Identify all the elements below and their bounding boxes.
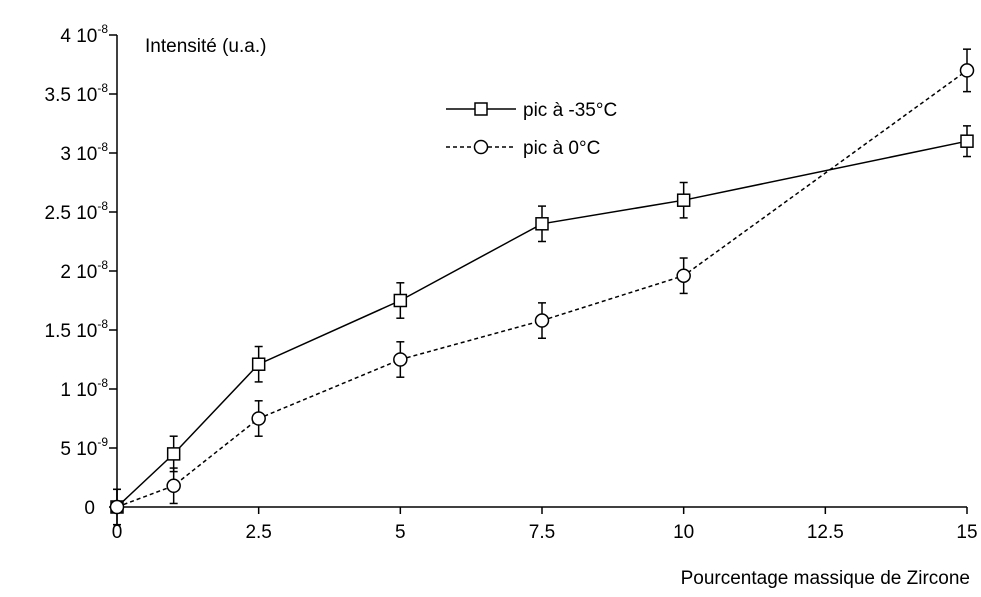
legend-label: pic à 0°C [523, 138, 600, 159]
x-tick-label: 12.5 [807, 522, 844, 543]
y-tick-exponent: -8 [97, 317, 108, 331]
y-tick-label: 3.5 10-8 [45, 81, 109, 106]
data-point [676, 268, 691, 283]
x-tick-label: 0 [112, 522, 123, 543]
data-point [960, 134, 974, 148]
y-tick-exponent: -8 [97, 376, 108, 390]
y-tick-mantissa: 1 10 [60, 380, 97, 401]
x-tick-label: 10 [673, 522, 694, 543]
series-circle [109, 48, 975, 526]
y-axis-title: Intensité (u.a.) [145, 36, 266, 57]
y-tick-exponent: -9 [97, 435, 108, 449]
y-tick-exponent: -8 [97, 81, 108, 95]
data-point [393, 352, 408, 367]
y-tick-label: 3 10-8 [60, 140, 108, 165]
y-tick-label: 1.5 10-8 [45, 317, 109, 342]
legend-marker [473, 139, 489, 155]
legend-label: pic à -35°C [523, 100, 617, 121]
data-point [166, 478, 181, 494]
y-tick-label: 5 10-9 [60, 435, 108, 460]
x-tick-label: 2.5 [245, 522, 271, 543]
x-tick-label: 5 [395, 522, 406, 543]
legend: pic à -35°C pic à 0°C [446, 100, 617, 159]
y-tick-exponent: -8 [97, 258, 108, 272]
y-tick-mantissa: 4 10 [60, 26, 97, 47]
series-line [116, 69, 968, 508]
y-tick-label: 2 10-8 [60, 258, 108, 283]
y-tick-mantissa: 3 10 [60, 144, 97, 165]
y-tick-mantissa: 5 10 [60, 439, 97, 460]
y-tick-exponent: -8 [97, 22, 108, 36]
y-tick-label: 2.5 10-8 [45, 199, 109, 224]
y-tick-mantissa: 3.5 10 [45, 85, 98, 106]
data-point [393, 293, 408, 308]
series-layer [109, 48, 975, 526]
x-tick-label: 7.5 [529, 522, 555, 543]
y-tick-exponent: -8 [97, 199, 108, 213]
data-point [109, 499, 125, 515]
y-tick-mantissa: 2.5 10 [45, 203, 98, 224]
y-tick-label: 1 10-8 [60, 376, 108, 401]
y-tick-mantissa: 1.5 10 [45, 321, 98, 342]
legend-marker [474, 102, 488, 116]
x-axis-title: Pourcentage massique de Zircone [681, 568, 970, 589]
data-point [166, 447, 181, 461]
y-tick-label: 4 10-8 [60, 22, 108, 47]
data-point [959, 63, 975, 78]
y-tick-label: 0 [84, 498, 95, 519]
data-point [535, 217, 549, 231]
data-point [251, 411, 266, 426]
data-point [251, 357, 266, 371]
data-point [534, 313, 550, 328]
y-tick-mantissa: 2 10 [60, 262, 97, 283]
y-tick-exponent: -8 [97, 140, 108, 154]
x-tick-label: 15 [956, 522, 977, 543]
data-point [676, 193, 691, 207]
